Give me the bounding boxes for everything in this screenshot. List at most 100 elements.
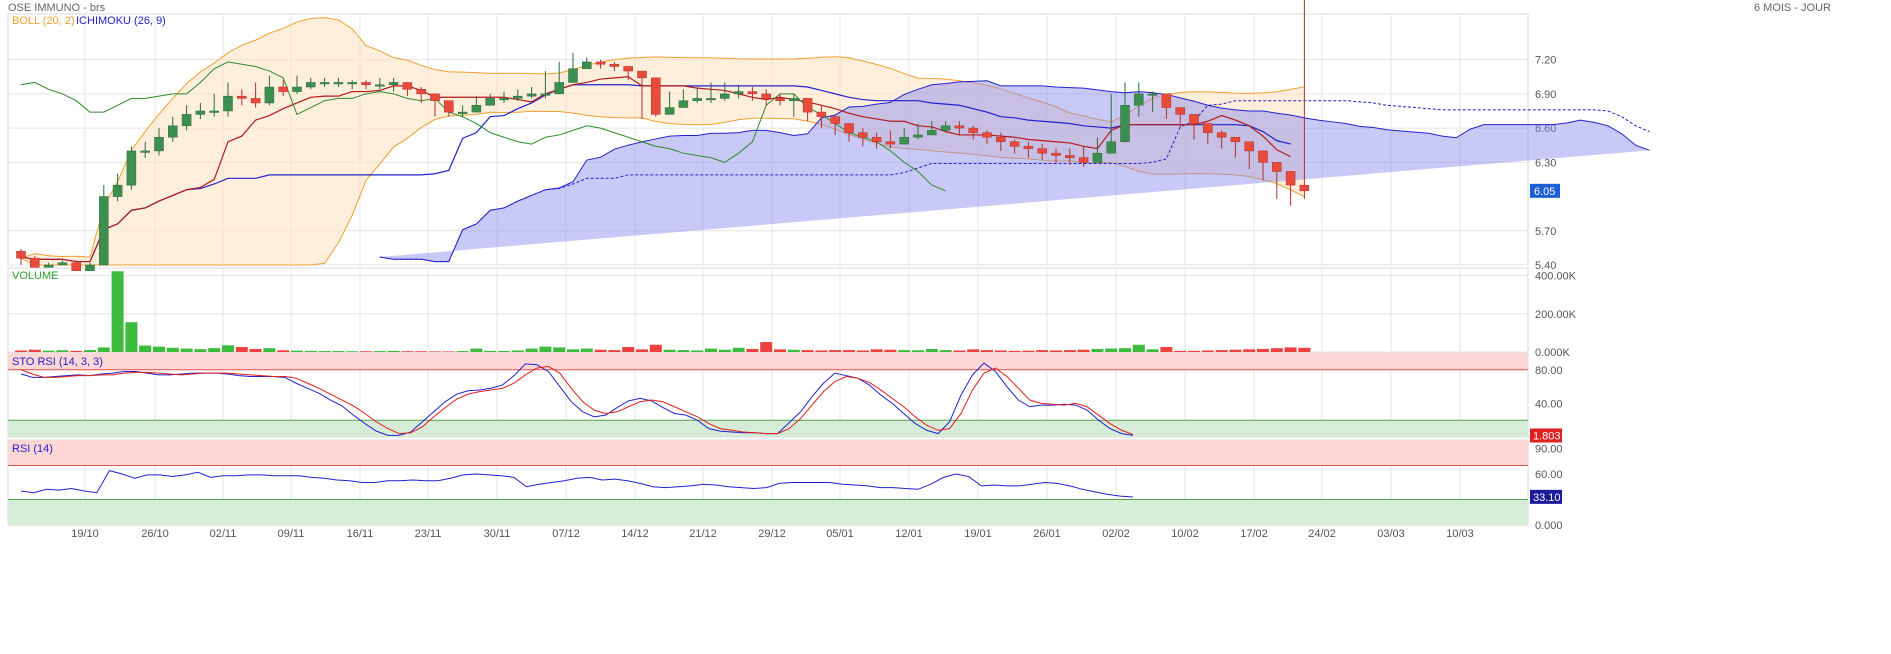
rsi-overbought-zone <box>8 440 1528 466</box>
candle-body <box>1230 136 1241 143</box>
candle-body <box>471 105 482 113</box>
candle-body <box>1258 150 1268 163</box>
volume-bar <box>1008 350 1021 352</box>
volume-bar <box>1215 350 1228 352</box>
volume-bar <box>732 347 745 352</box>
candle-body <box>1285 171 1296 186</box>
x-tick-label: 19/01 <box>964 528 992 540</box>
candle-body <box>623 66 633 72</box>
volume-bar <box>622 347 635 352</box>
candle-body <box>954 125 965 129</box>
volume-bar <box>222 345 234 352</box>
volume-bar <box>318 351 331 352</box>
volume-bar <box>263 348 276 352</box>
volume-bar <box>649 344 662 352</box>
rsi-y-tick: 60.00 <box>1535 469 1563 481</box>
volume-bar <box>829 350 842 352</box>
candle-body <box>154 136 164 152</box>
volume-bar <box>525 348 538 352</box>
x-tick-label: 21/12 <box>689 528 717 540</box>
candle-body <box>361 82 371 85</box>
volume-bar <box>401 351 414 352</box>
candle-body <box>250 98 261 104</box>
volume-bar <box>511 350 524 352</box>
volume-bar <box>1298 347 1311 352</box>
candle-body <box>319 82 330 85</box>
candle-body <box>43 264 54 268</box>
rsi-series <box>20 470 1134 498</box>
volume-y-tick: 0.000K <box>1535 347 1571 359</box>
candle-body <box>733 91 744 95</box>
volume-bar <box>1132 344 1145 352</box>
candle-body <box>940 125 951 131</box>
ichimoku-chikou <box>20 61 946 192</box>
sto-y-tick: 40.00 <box>1535 398 1563 410</box>
volume-bar <box>580 348 593 352</box>
legend-boll: BOLL (20, 2) <box>12 15 75 27</box>
volume-bar <box>1284 347 1297 352</box>
volume-bar <box>884 349 897 352</box>
candle-body <box>540 93 551 96</box>
legend-sto: STO RSI (14, 3, 3) <box>12 356 103 368</box>
candle-body <box>1272 162 1282 172</box>
x-tick-label: 05/01 <box>826 528 854 540</box>
volume-y-tick: 200.00K <box>1535 309 1577 321</box>
ichimoku-span-b <box>379 100 1650 263</box>
volume-bar <box>787 349 800 352</box>
volume-bar <box>208 348 221 352</box>
candle-body <box>1051 152 1061 156</box>
volume-bar <box>925 348 938 352</box>
volume-bar <box>1188 350 1200 352</box>
candle-body <box>1009 141 1020 147</box>
sto-overbought-zone <box>8 353 1528 370</box>
volume-bar <box>484 350 497 352</box>
volume-bar <box>97 347 110 352</box>
candle-body <box>1120 105 1130 143</box>
x-tick-label: 12/01 <box>895 528 923 540</box>
sto-last-tag <box>1530 428 1562 443</box>
candle-body <box>1023 146 1034 149</box>
candle-body <box>99 196 109 266</box>
volume-bar <box>70 350 83 352</box>
volume-bar <box>553 347 566 352</box>
candle-body <box>71 262 81 271</box>
volume-bar <box>774 349 786 352</box>
x-tick-label: 30/11 <box>484 528 511 540</box>
volume-bar <box>870 349 883 352</box>
candle-body <box>871 136 882 143</box>
candle-body <box>126 150 137 186</box>
candle-body <box>899 136 909 145</box>
volume-bar <box>235 347 248 352</box>
x-tick-label: 03/03 <box>1377 528 1405 540</box>
volume-bar <box>1257 348 1269 352</box>
candle-body <box>388 82 399 85</box>
candle-body <box>168 125 178 138</box>
x-tick-label: 09/11 <box>278 528 305 540</box>
legend-rsi: RSI (14) <box>12 443 53 455</box>
x-tick-label: 02/02 <box>1102 528 1130 540</box>
price-y-tick: 6.60 <box>1535 123 1556 135</box>
volume-bar <box>1201 350 1214 352</box>
candle-body <box>747 91 758 95</box>
candle-body <box>1106 141 1116 154</box>
candle-body <box>444 100 454 113</box>
volume-bar <box>28 349 41 352</box>
candle-body <box>609 63 620 67</box>
candle-body <box>1189 114 1199 124</box>
volume-bar <box>691 350 704 352</box>
candle-body <box>526 93 537 97</box>
candle-body <box>664 107 675 115</box>
volume-bar <box>139 345 152 352</box>
candle-body <box>885 141 896 145</box>
volume-bar <box>1270 348 1283 352</box>
volume-bar <box>843 350 855 352</box>
volume-bar <box>387 350 400 352</box>
rsi-oversold-zone <box>8 499 1528 525</box>
rsi-last-tag <box>1530 489 1562 504</box>
volume-bar <box>291 350 303 352</box>
period-label[interactable]: 6 MOIS - JOUR <box>1753 2 1831 14</box>
candle-body <box>1299 184 1310 192</box>
candle-body <box>1092 152 1103 163</box>
candle-body <box>1037 148 1047 154</box>
candle-body <box>375 84 385 87</box>
